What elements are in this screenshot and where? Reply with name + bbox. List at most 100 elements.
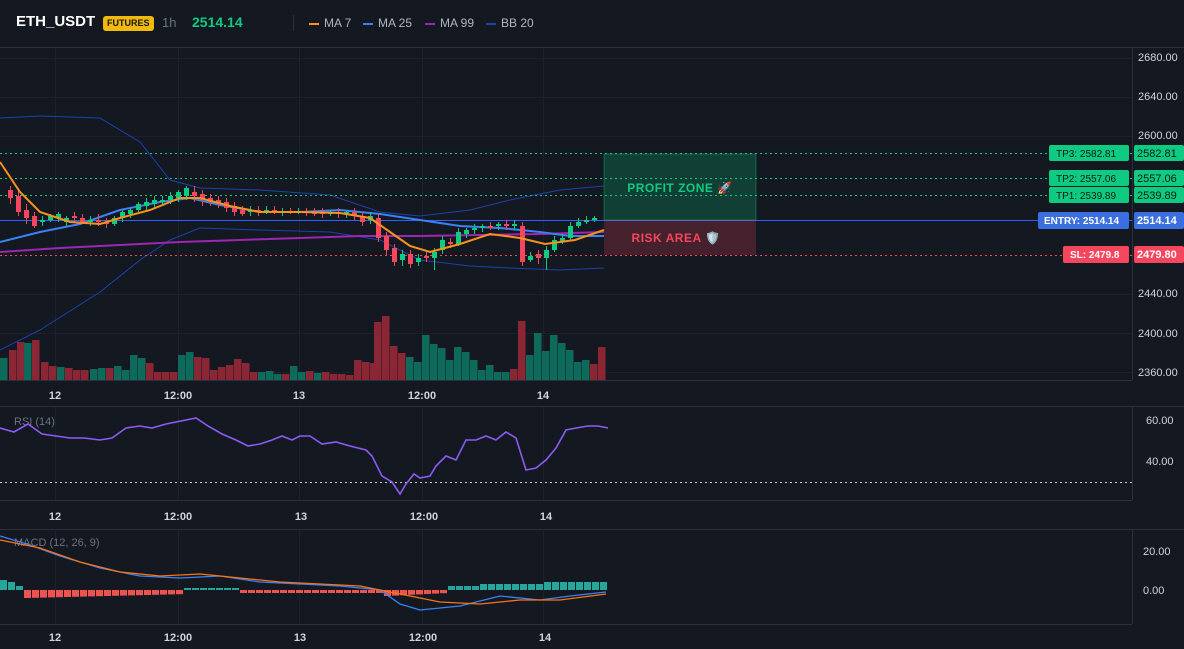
volume-bar bbox=[154, 372, 162, 380]
tp1-axis-value: 2539.89 bbox=[1137, 190, 1177, 202]
macd-hist-bar bbox=[168, 590, 175, 595]
macd-time-axis: 12 12:00 13 12:00 14 bbox=[49, 632, 552, 644]
timeframe-label[interactable]: 1h bbox=[162, 15, 177, 30]
symbol-name[interactable]: ETH_USDT bbox=[16, 13, 96, 30]
legend-ma25[interactable]: MA 25 bbox=[363, 14, 412, 32]
candle-body bbox=[464, 230, 469, 234]
macd-signal-line bbox=[0, 539, 607, 605]
volume-bar bbox=[414, 362, 422, 380]
volume-bar bbox=[290, 366, 298, 380]
candle-body bbox=[72, 216, 77, 218]
macd-hist-bar bbox=[448, 586, 455, 590]
volume-bar bbox=[558, 343, 566, 380]
macd-hist-bar bbox=[160, 590, 167, 595]
candle-body bbox=[200, 194, 205, 200]
volume-bar bbox=[146, 363, 154, 380]
macd-hist-bar bbox=[328, 590, 335, 593]
volume-bar bbox=[98, 368, 106, 380]
macd-hist-bar bbox=[184, 588, 191, 590]
macd-hist-bar bbox=[208, 588, 215, 590]
volume-bar bbox=[258, 372, 266, 380]
time-label: 12:00 bbox=[410, 511, 438, 523]
time-label: 14 bbox=[539, 632, 552, 644]
header-divider bbox=[293, 15, 294, 31]
volume-bar bbox=[542, 351, 550, 380]
macd-hist-bar bbox=[384, 590, 391, 596]
entry-tag-label: ENTRY: 2514.14 bbox=[1044, 216, 1119, 227]
tp2-tag bbox=[1049, 170, 1129, 186]
volume-bar bbox=[550, 335, 558, 380]
candle-body bbox=[352, 212, 357, 216]
legend-ma99[interactable]: MA 99 bbox=[425, 14, 474, 32]
macd-hist-bar bbox=[496, 584, 503, 590]
time-label: 12:00 bbox=[164, 632, 192, 644]
volume-bar bbox=[598, 347, 606, 380]
macd-hist-bar bbox=[576, 582, 583, 590]
last-price: 2514.14 bbox=[192, 14, 243, 30]
macd-hist-bar bbox=[400, 590, 407, 596]
candle-body bbox=[448, 242, 453, 244]
rsi-tick: 60.00 bbox=[1146, 415, 1174, 427]
candle-body bbox=[440, 240, 445, 250]
trade-levels bbox=[0, 153, 1132, 256]
time-label: 14 bbox=[537, 390, 550, 402]
macd-hist-bar bbox=[296, 590, 303, 593]
macd-hist-bar bbox=[600, 582, 607, 590]
tp1-tag bbox=[1049, 187, 1129, 203]
ma99-path bbox=[0, 231, 605, 253]
macd-hist-bar bbox=[128, 590, 135, 596]
volume-bar bbox=[346, 375, 354, 380]
candle-body bbox=[184, 188, 189, 196]
macd-hist-bar bbox=[224, 588, 231, 590]
volume-bar bbox=[582, 360, 590, 380]
volume-bar bbox=[114, 366, 122, 380]
volume-bar bbox=[526, 355, 534, 380]
macd-hist-bar bbox=[8, 582, 15, 590]
time-label: 12 bbox=[49, 511, 61, 523]
volume-bar bbox=[306, 371, 314, 380]
volume-bar bbox=[122, 370, 130, 380]
legend-ma25-label: MA 25 bbox=[378, 16, 413, 30]
macd-tick: 0.00 bbox=[1143, 585, 1164, 597]
rsi-tick: 40.00 bbox=[1146, 456, 1174, 468]
volume-bar bbox=[32, 340, 40, 380]
macd-hist-bar bbox=[368, 590, 375, 593]
trade-zones: PROFIT ZONE 🚀 RISK AREA 🛡️ bbox=[603, 153, 757, 255]
volume-bar bbox=[422, 335, 430, 380]
volume-bar bbox=[566, 350, 574, 380]
volume-bar bbox=[73, 370, 81, 380]
volume-bar bbox=[454, 347, 462, 380]
macd-hist-bar bbox=[440, 590, 447, 594]
time-label: 12:00 bbox=[164, 390, 192, 402]
volume-bar bbox=[90, 369, 98, 380]
volume-bar bbox=[130, 355, 138, 380]
macd-hist-bar bbox=[304, 590, 311, 593]
ma25-swatch-icon bbox=[363, 22, 373, 25]
macd-hist-bar bbox=[376, 590, 383, 593]
ma7-path bbox=[0, 161, 605, 254]
macd-hist-bar bbox=[408, 590, 415, 595]
volume-bar bbox=[234, 359, 242, 380]
candle-body bbox=[576, 222, 581, 226]
candle-body bbox=[472, 228, 477, 230]
rsi-title: RSI (14) bbox=[14, 416, 55, 428]
legend-ma7[interactable]: MA 7 bbox=[309, 14, 351, 32]
volume-bar bbox=[218, 367, 226, 380]
price-tick: 2440.00 bbox=[1138, 288, 1178, 300]
legend-bb20[interactable]: BB 20 bbox=[486, 14, 534, 32]
ma99-swatch-icon bbox=[425, 22, 435, 25]
candle-body bbox=[376, 218, 381, 238]
macd-hist-bar bbox=[24, 590, 31, 598]
price-tick: 2600.00 bbox=[1138, 130, 1178, 142]
macd-hist-bar bbox=[216, 588, 223, 590]
macd-hist-bar bbox=[552, 582, 559, 590]
macd-hist-bar bbox=[320, 590, 327, 593]
candle-body bbox=[456, 232, 461, 244]
candle-body bbox=[432, 252, 437, 258]
volume-bar bbox=[210, 370, 218, 380]
candle-body bbox=[160, 200, 165, 202]
time-label: 12:00 bbox=[164, 511, 192, 523]
candle-body bbox=[384, 236, 389, 250]
ma7-line bbox=[0, 161, 605, 254]
